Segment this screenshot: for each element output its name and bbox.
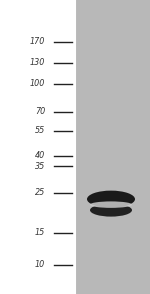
Text: 10: 10 xyxy=(35,260,45,269)
Text: 40: 40 xyxy=(35,151,45,160)
Text: 25: 25 xyxy=(35,188,45,197)
Ellipse shape xyxy=(90,201,132,208)
Text: 70: 70 xyxy=(35,107,45,116)
Text: 55: 55 xyxy=(35,126,45,135)
Ellipse shape xyxy=(87,191,135,208)
Text: 100: 100 xyxy=(30,79,45,88)
Text: 15: 15 xyxy=(35,228,45,237)
Text: 130: 130 xyxy=(30,59,45,67)
Ellipse shape xyxy=(90,204,132,217)
Text: 35: 35 xyxy=(35,162,45,171)
Text: 170: 170 xyxy=(30,37,45,46)
Bar xyxy=(75,0,150,294)
